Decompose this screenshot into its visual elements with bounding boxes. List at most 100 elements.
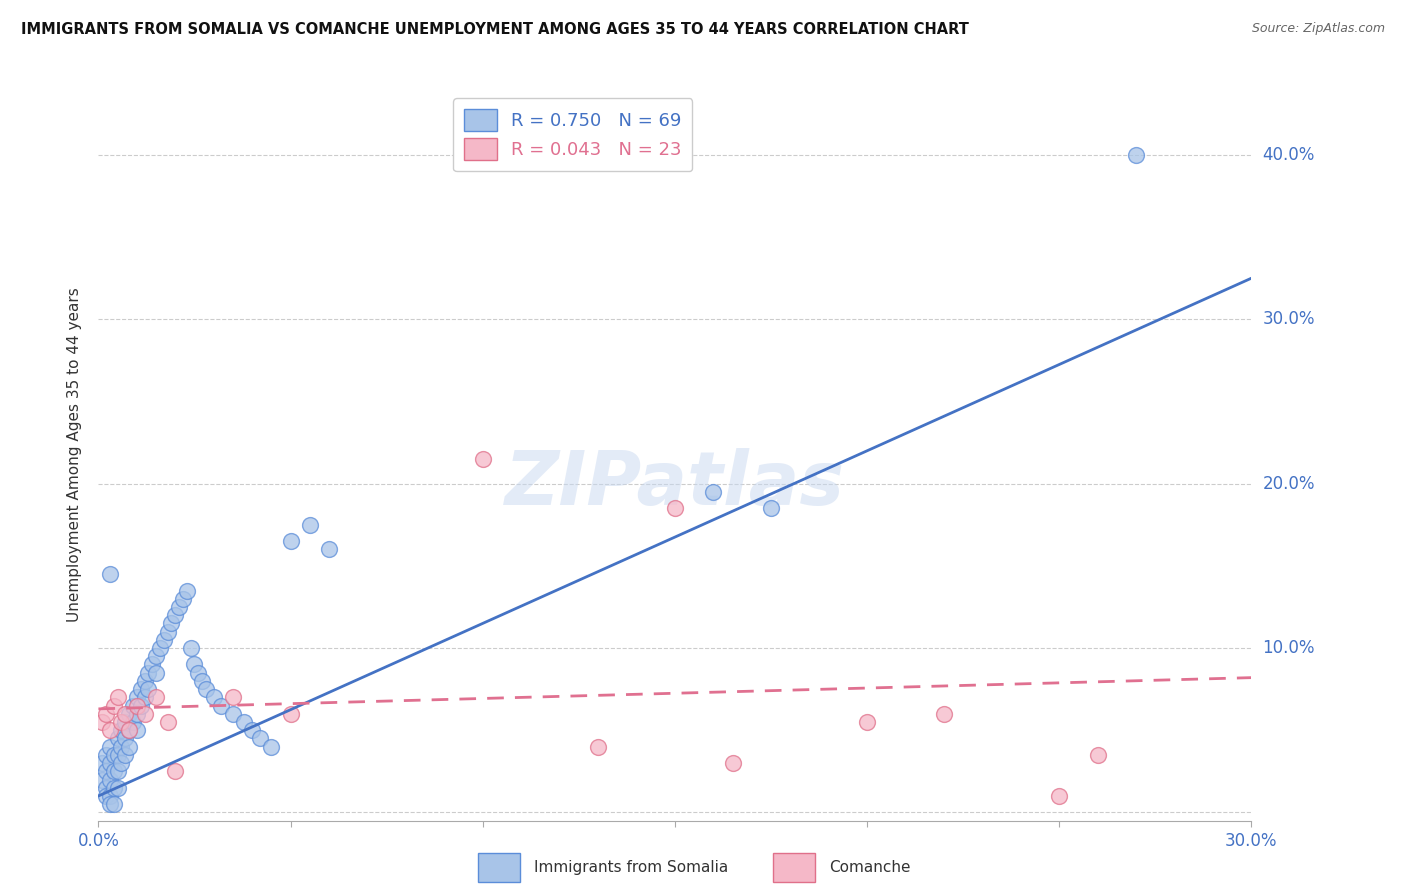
FancyBboxPatch shape <box>478 854 520 881</box>
Point <box>91 772 114 787</box>
Point <box>721 756 744 771</box>
Point <box>129 698 152 713</box>
Point <box>94 780 117 795</box>
Point <box>180 641 202 656</box>
Text: IMMIGRANTS FROM SOMALIA VS COMANCHE UNEMPLOYMENT AMONG AGES 35 TO 44 YEARS CORRE: IMMIGRANTS FROM SOMALIA VS COMANCHE UNEM… <box>21 22 969 37</box>
Point <box>167 599 190 614</box>
Point <box>107 731 129 746</box>
Point <box>91 714 114 729</box>
Point <box>98 567 121 582</box>
Point <box>103 780 125 795</box>
Text: Immigrants from Somalia: Immigrants from Somalia <box>534 860 728 875</box>
Point <box>125 706 148 721</box>
Point <box>122 714 145 729</box>
Point <box>664 501 686 516</box>
Point <box>110 723 132 738</box>
Point <box>176 583 198 598</box>
Text: 20.0%: 20.0% <box>1263 475 1315 492</box>
Y-axis label: Unemployment Among Ages 35 to 44 years: Unemployment Among Ages 35 to 44 years <box>67 287 83 623</box>
Point <box>103 797 125 812</box>
Point <box>118 723 141 738</box>
Point <box>172 591 194 606</box>
Point <box>138 665 160 680</box>
Point <box>138 682 160 697</box>
FancyBboxPatch shape <box>773 854 815 881</box>
Point <box>114 706 136 721</box>
Text: Comanche: Comanche <box>830 860 911 875</box>
Point <box>129 682 152 697</box>
Point <box>145 665 167 680</box>
Point <box>160 616 183 631</box>
Point <box>107 764 129 779</box>
Point <box>222 706 245 721</box>
Point <box>156 624 179 639</box>
Point <box>98 756 121 771</box>
Point <box>152 632 174 647</box>
Point <box>249 731 271 746</box>
Point <box>103 764 125 779</box>
Point <box>103 698 125 713</box>
Point <box>240 723 263 738</box>
Point <box>586 739 609 754</box>
Point <box>156 714 179 729</box>
Point <box>1125 148 1147 162</box>
Point <box>233 714 256 729</box>
Point <box>98 797 121 812</box>
Point <box>98 739 121 754</box>
Point <box>702 484 724 499</box>
Point <box>260 739 283 754</box>
Point <box>187 665 209 680</box>
Point <box>107 780 129 795</box>
Point <box>298 517 321 532</box>
Text: 30.0%: 30.0% <box>1263 310 1315 328</box>
Point <box>110 714 132 729</box>
Point <box>141 657 163 672</box>
Point <box>134 706 156 721</box>
Point <box>110 739 132 754</box>
Text: ZIPatlas: ZIPatlas <box>505 448 845 521</box>
Point <box>165 608 187 623</box>
Point <box>195 682 218 697</box>
Point <box>98 789 121 803</box>
Point <box>91 756 114 771</box>
Point <box>134 690 156 705</box>
Point <box>94 764 117 779</box>
Point <box>125 723 148 738</box>
Point <box>145 690 167 705</box>
Text: 40.0%: 40.0% <box>1263 146 1315 164</box>
Point <box>118 739 141 754</box>
Point <box>94 789 117 803</box>
Point <box>191 673 214 688</box>
Point <box>932 706 955 721</box>
Point <box>107 690 129 705</box>
Point <box>94 747 117 762</box>
Point <box>125 690 148 705</box>
Point <box>103 747 125 762</box>
Point <box>114 747 136 762</box>
Point <box>759 501 782 516</box>
Point <box>856 714 879 729</box>
Point <box>280 706 302 721</box>
Point <box>183 657 205 672</box>
Point <box>209 698 232 713</box>
Point <box>122 698 145 713</box>
Point <box>202 690 225 705</box>
Point <box>110 756 132 771</box>
Point <box>134 673 156 688</box>
Point <box>1047 789 1070 803</box>
Point <box>114 731 136 746</box>
Point <box>145 649 167 664</box>
Point <box>471 452 494 467</box>
Point <box>94 706 117 721</box>
Point <box>98 772 121 787</box>
Legend: R = 0.750   N = 69, R = 0.043   N = 23: R = 0.750 N = 69, R = 0.043 N = 23 <box>453 98 692 171</box>
Text: 10.0%: 10.0% <box>1263 639 1315 657</box>
Point <box>165 764 187 779</box>
Point <box>118 706 141 721</box>
Point <box>318 542 340 557</box>
Point <box>125 698 148 713</box>
Text: Source: ZipAtlas.com: Source: ZipAtlas.com <box>1251 22 1385 36</box>
Point <box>222 690 245 705</box>
Point <box>1087 747 1109 762</box>
Point <box>149 641 172 656</box>
